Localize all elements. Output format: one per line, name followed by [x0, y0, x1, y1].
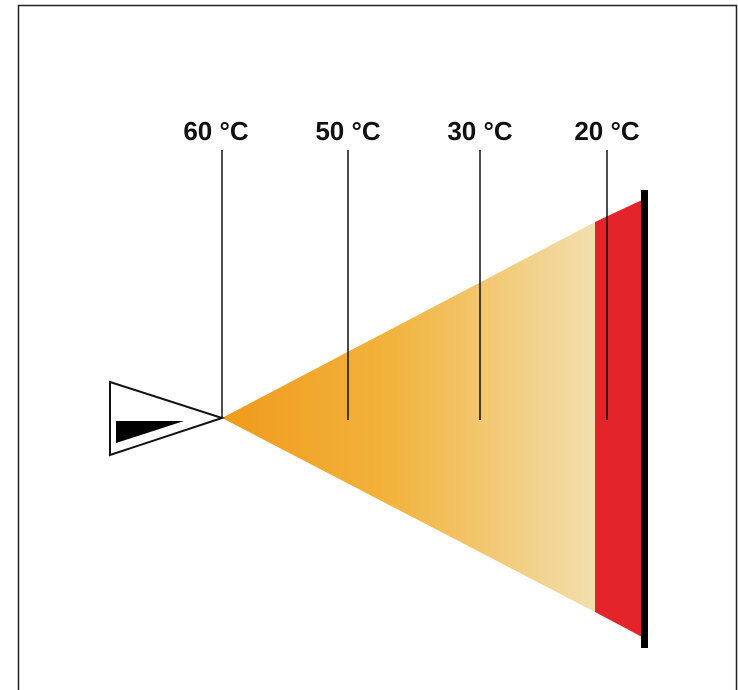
page: 60 °C 50 °C 30 °C 20 °C (() => { const d… — [0, 0, 738, 690]
temperature-label: 20 °C — [574, 116, 640, 146]
temperature-label: 50 °C — [315, 116, 381, 146]
sensor — [110, 382, 222, 455]
measurement-cone — [222, 222, 595, 612]
temperature-label: 60 °C — [183, 116, 249, 146]
diagram: 60 °C 50 °C 30 °C 20 °C — [0, 0, 738, 690]
target-zone — [595, 200, 642, 637]
target-surface — [641, 190, 648, 648]
temperature-label: 30 °C — [447, 116, 513, 146]
